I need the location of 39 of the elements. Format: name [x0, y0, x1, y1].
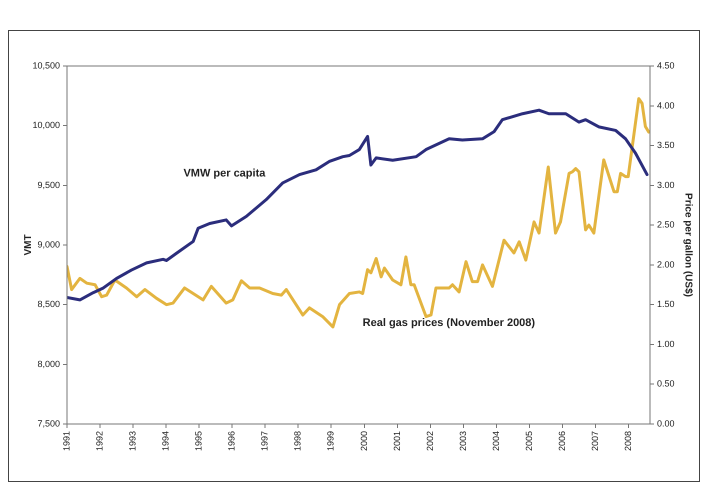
y2-axis-title: Price per gallon (US$)	[682, 193, 694, 297]
x-tick-label: 2002	[424, 431, 435, 452]
x-tick-label: 2003	[458, 431, 468, 452]
x-tick-label: 1991	[61, 431, 72, 452]
y2-tick-label: 3.50	[657, 140, 675, 150]
x-tick-label: 1993	[128, 431, 138, 452]
y2-tick-label: 2.50	[657, 220, 675, 230]
x-tick-label: 2006	[556, 431, 567, 452]
x-tick-label: 2004	[490, 431, 501, 452]
x-tick-label: 1994	[160, 431, 171, 452]
x-tick-label: 1995	[194, 431, 204, 452]
y-tick-label: 10,500	[32, 60, 60, 70]
y-tick-label: 7,500	[37, 418, 60, 428]
y-tick-label: 8,000	[37, 358, 60, 369]
x-tick-label: 1999	[326, 431, 336, 452]
y2-tick-label: 2.00	[657, 259, 675, 270]
x-tick-label: 1996	[226, 431, 237, 452]
y2-tick-label: 3.00	[657, 180, 675, 190]
y2-tick-label: 0.50	[657, 378, 675, 389]
y2-tick-label: 4.50	[657, 60, 675, 70]
y-tick-label: 9,500	[37, 180, 60, 190]
x-tick-label: 2001	[392, 431, 402, 452]
y2-tick-label: 4.00	[657, 100, 675, 110]
y-tick-label: 10,000	[32, 120, 60, 130]
x-tick-label: 1997	[260, 431, 270, 452]
y2-tick-label: 1.50	[657, 299, 675, 310]
series-label: VMW per capita	[183, 167, 266, 180]
x-tick-label: 2005	[524, 431, 534, 452]
x-tick-label: 2007	[590, 431, 600, 452]
y2-tick-label: 0.00	[657, 418, 675, 428]
x-tick-label: 1992	[94, 431, 105, 452]
y-tick-label: 9,000	[37, 239, 60, 250]
x-tick-label: 2008	[623, 431, 634, 452]
x-tick-label: 1998	[292, 431, 303, 452]
y2-tick-label: 1.00	[657, 338, 675, 349]
y-tick-label: 8,500	[37, 299, 60, 310]
x-tick-label: 2000	[358, 431, 369, 452]
series-label: Real gas prices (November 2008)	[362, 317, 536, 330]
y-axis-title: VMT	[22, 234, 34, 256]
